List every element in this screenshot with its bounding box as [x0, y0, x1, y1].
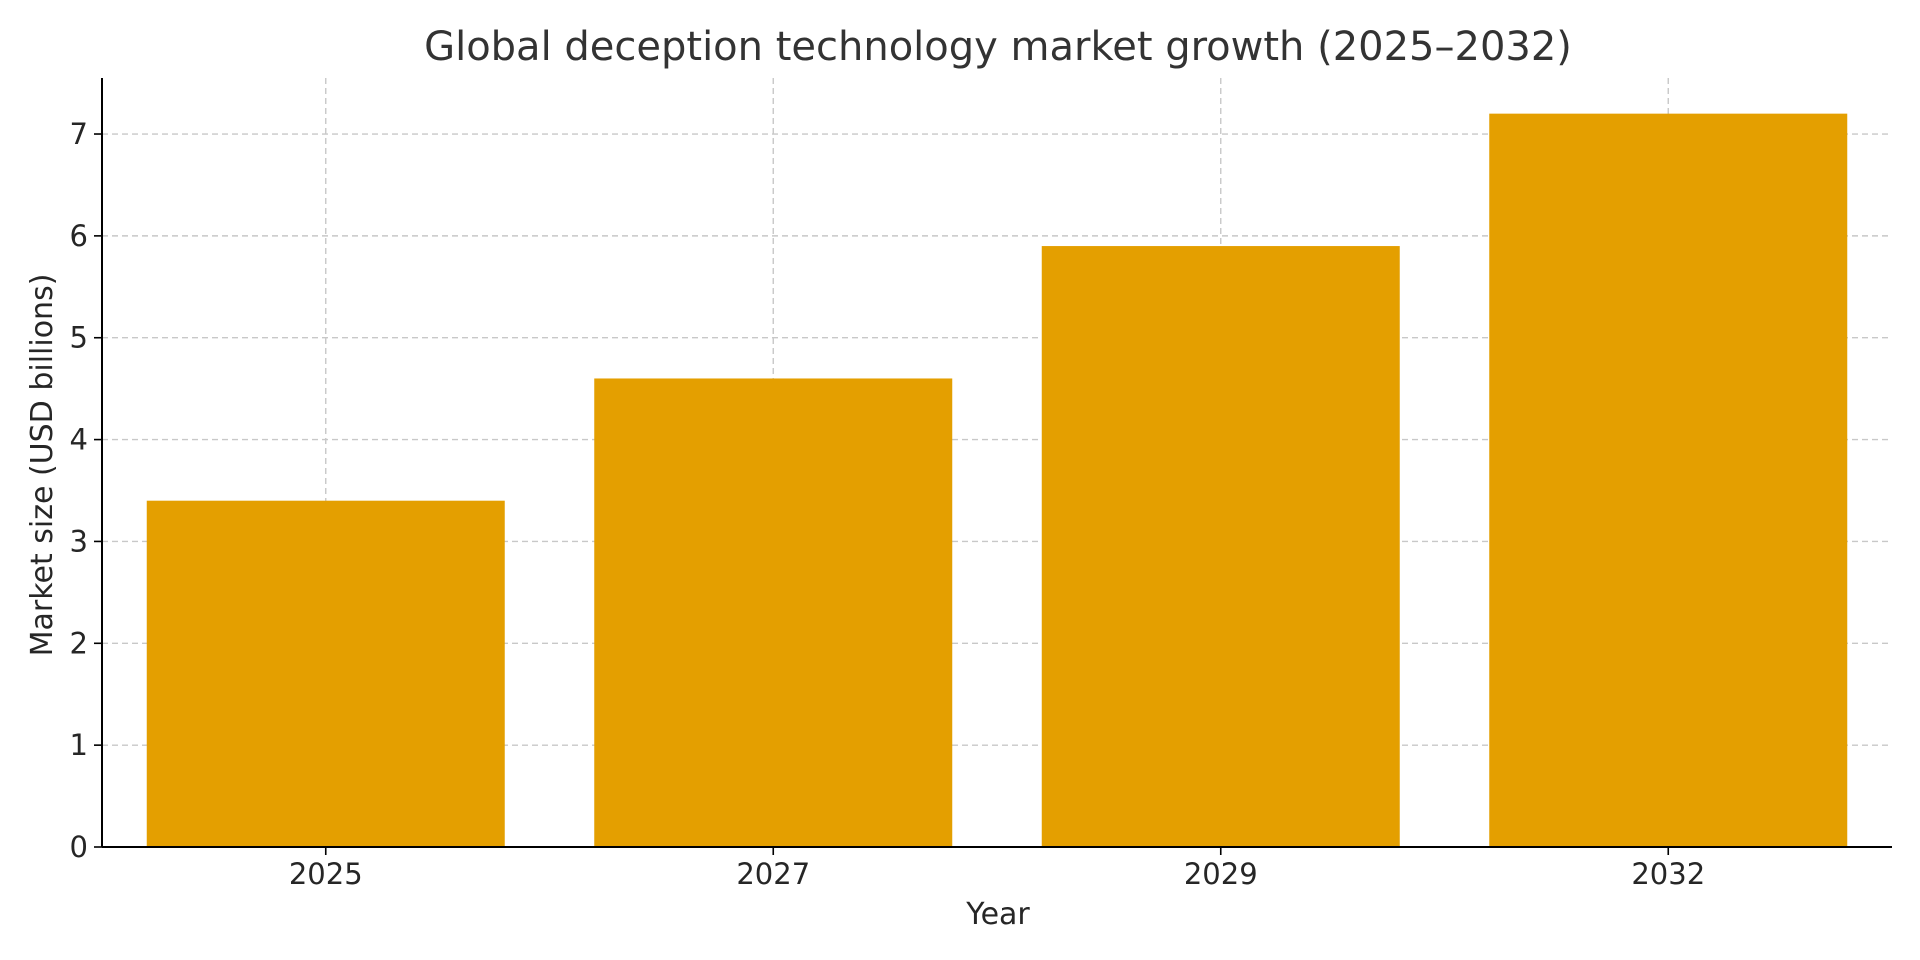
- x-tick-label: 2025: [289, 857, 363, 891]
- y-tick-label: 1: [70, 728, 88, 762]
- x-tick-label: 2029: [1184, 857, 1258, 891]
- y-tick-label: 4: [70, 423, 88, 457]
- axis-layer: [101, 78, 1892, 848]
- chart-title: Global deception technology market growt…: [424, 24, 1572, 70]
- y-tick-label: 0: [70, 830, 88, 864]
- x-tick-label: 2027: [736, 857, 810, 891]
- y-tick-label: 7: [70, 117, 88, 151]
- y-tick-label: 6: [70, 219, 88, 253]
- tick-layer: 0 1 2 3 4 5 6 7 2025 2027 2029 2032: [70, 117, 1706, 891]
- x-axis-label: Year: [965, 897, 1030, 932]
- bar-2025: [146, 500, 505, 847]
- y-tick-label: 3: [70, 524, 88, 558]
- x-tick-label: 2032: [1631, 857, 1705, 891]
- bar-2032: [1489, 113, 1848, 848]
- bar-layer: [146, 113, 1848, 848]
- y-tick-label: 2: [70, 626, 88, 660]
- y-tick-label: 5: [70, 321, 88, 355]
- bar-2029: [1041, 246, 1400, 848]
- y-axis-label: Market size (USD billions): [25, 274, 60, 657]
- bar-2027: [594, 378, 953, 847]
